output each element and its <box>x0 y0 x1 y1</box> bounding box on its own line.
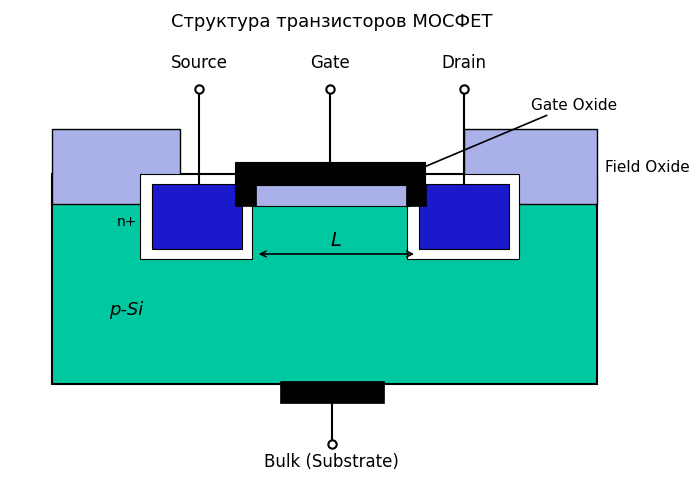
Text: Gate Oxide: Gate Oxide <box>412 97 617 173</box>
Text: Структура транзисторов МОСФЕТ: Структура транзисторов МОСФЕТ <box>171 13 492 31</box>
Bar <box>279 381 384 403</box>
Bar <box>405 184 426 206</box>
Bar <box>52 130 180 204</box>
Bar <box>407 175 519 260</box>
Text: Drain: Drain <box>442 54 486 72</box>
Text: Source: Source <box>171 54 228 72</box>
Bar <box>152 184 242 249</box>
Bar <box>52 175 597 384</box>
Text: Gate: Gate <box>310 54 349 72</box>
Bar <box>140 175 252 260</box>
Bar <box>464 130 597 204</box>
Bar <box>251 184 410 206</box>
Text: n+: n+ <box>117 215 137 228</box>
Text: L: L <box>331 230 342 249</box>
Bar <box>419 184 509 249</box>
Text: Bulk (Substrate): Bulk (Substrate) <box>264 452 399 470</box>
Bar <box>235 163 424 185</box>
Text: p-Si: p-Si <box>109 301 144 318</box>
Bar <box>235 184 256 206</box>
Text: Field Oxide: Field Oxide <box>605 160 690 175</box>
